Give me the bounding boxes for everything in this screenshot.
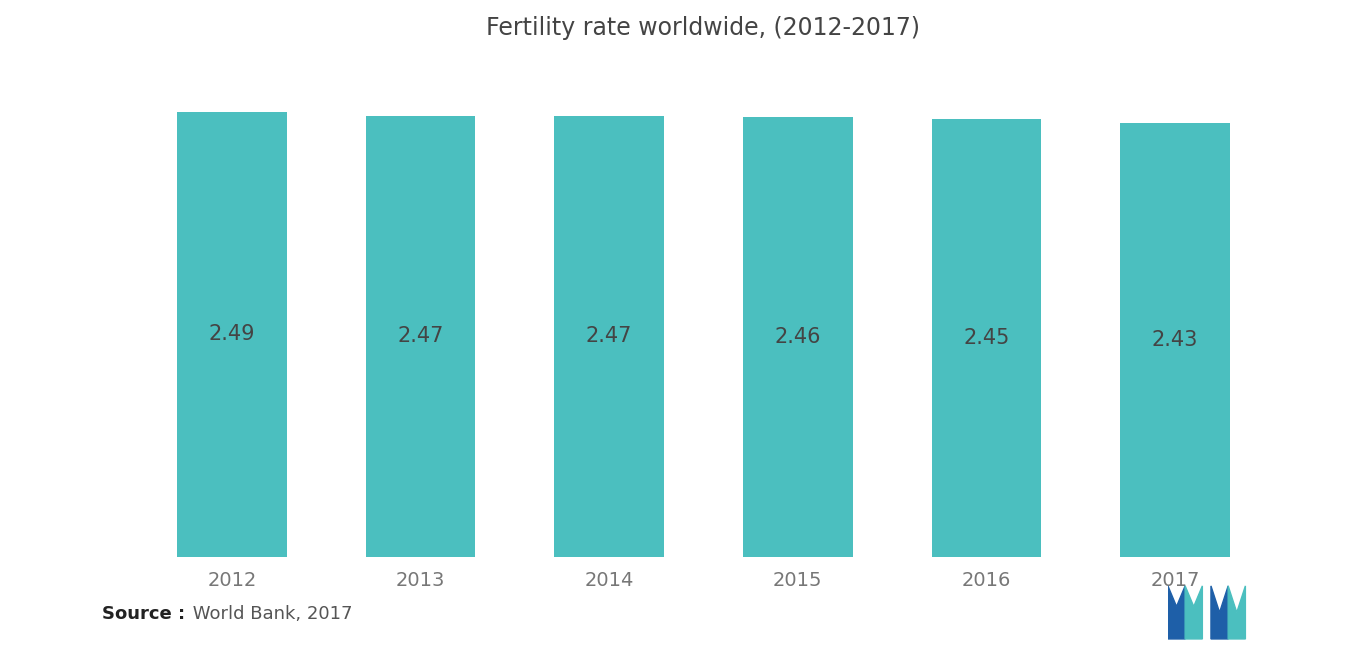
Text: 2.47: 2.47 — [586, 326, 632, 346]
Bar — [1120, 122, 1229, 557]
Text: 2.47: 2.47 — [398, 326, 444, 346]
Polygon shape — [1212, 586, 1228, 639]
Title: Fertility rate worldwide, (2012-2017): Fertility rate worldwide, (2012-2017) — [486, 16, 921, 40]
Polygon shape — [1228, 586, 1246, 639]
Text: 2.46: 2.46 — [775, 327, 821, 347]
Bar — [178, 112, 287, 557]
Bar — [932, 119, 1041, 557]
Bar — [743, 117, 852, 557]
Text: 2.45: 2.45 — [963, 328, 1009, 348]
Bar — [366, 115, 475, 557]
Polygon shape — [1186, 586, 1202, 639]
Bar — [555, 115, 664, 557]
Text: World Bank, 2017: World Bank, 2017 — [187, 605, 352, 623]
Text: Source :: Source : — [102, 605, 186, 623]
Polygon shape — [1168, 586, 1186, 639]
Text: 2.43: 2.43 — [1152, 329, 1198, 350]
Text: 2.49: 2.49 — [209, 324, 255, 345]
